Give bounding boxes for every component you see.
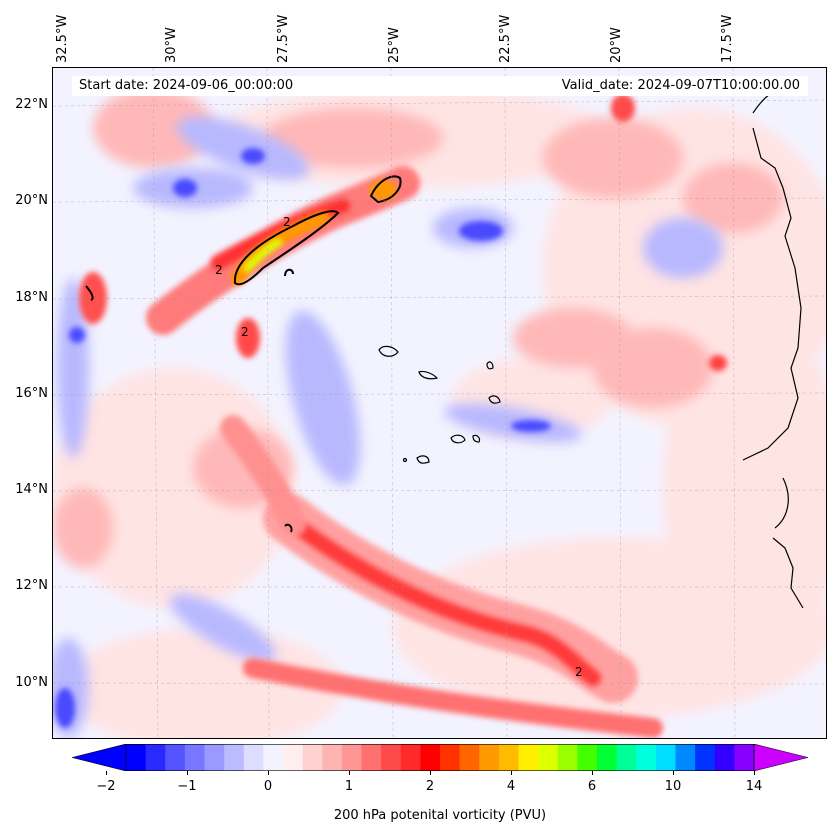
cb-tickmark [673,771,674,775]
colorbar-segment [440,744,461,771]
cb-tick-label: 4 [506,779,516,794]
colorbar-segment [165,744,186,771]
blue-regions [53,116,723,738]
start-date-text: Start date: 2024-09-06_00:00:00 [79,78,294,93]
lon-label-30w: 30°W [164,27,179,63]
cb-tickmark [754,771,755,775]
cb-tick-label: 1 [344,779,354,794]
colorbar-segment [597,744,618,771]
pv-high-core [231,180,397,285]
colorbar-segment [361,744,382,771]
colorbar-segment [479,744,500,771]
lat-label-12n: 12°N [15,578,48,593]
colorbar-segment [655,744,676,771]
colorbar-segment [577,744,598,771]
colorbar-segment [675,744,696,771]
colorbar-segment [538,744,559,771]
cb-tick-label: −2 [96,779,116,794]
colorbar-segment [636,744,657,771]
pv-field-map: 2 2 2 2 [53,68,826,738]
cb-tick-label: 0 [263,779,273,794]
cb-tick-label: 14 [745,779,763,794]
lon-label-25w: 25°W [387,27,402,63]
contour-label-3: 2 [241,325,249,339]
colorbar-segment [616,744,637,771]
colorbar-segment [263,744,284,771]
colorbar-segment [302,744,323,771]
colorbar-segment [283,744,304,771]
colorbar-frame [125,744,755,771]
deep-blue-spots [55,148,551,728]
map-panel: 2 2 2 2 [52,67,827,739]
lat-label-18n: 18°N [15,290,48,305]
lon-label-32-5w: 32.5°W [55,14,70,63]
colorbar-segment [518,744,539,771]
colorbar-extend-high [753,744,808,771]
lon-label-20w: 20°W [609,27,624,63]
colorbar-segment [381,744,402,771]
valid-date-text: Valid_date: 2024-09-07T10:00:00.00 [561,78,800,93]
lat-label-20n: 20°N [15,193,48,208]
colorbar-segment [184,744,205,771]
cb-tickmark [592,771,593,775]
lon-label-27-5w: 27.5°W [276,14,291,63]
pv-2-contours [85,175,402,533]
colorbar-segment [498,744,519,771]
colorbar-segment [734,744,755,771]
colorbar-label: 200 hPa potenital vorticity (PVU) [333,808,547,823]
cb-tickmark [511,771,512,775]
colorbar-segment [695,744,716,771]
colorbar-segment [557,744,578,771]
lat-label-14n: 14°N [15,482,48,497]
contour-label-2: 2 [215,263,223,277]
colorbar-segment [459,744,480,771]
colorbar-segment [243,744,264,771]
cb-tick-label: 10 [664,779,682,794]
colorbar-segment [145,744,166,771]
colorbar [72,744,808,771]
colorbar-segment [204,744,225,771]
pv-streamer-red [79,94,727,738]
date-info-box: Start date: 2024-09-06_00:00:00 Valid_da… [72,76,808,96]
lat-label-16n: 16°N [15,386,48,401]
graticule [53,68,826,738]
cb-tickmark [349,771,350,775]
colorbar-segment [126,744,147,771]
cb-tick-label: 6 [587,779,597,794]
colorbar-extend-low [72,744,127,771]
contour-label-4: 2 [575,665,583,679]
colorbar-segment [322,744,343,771]
lat-label-22n: 22°N [15,97,48,112]
cb-tickmark [430,771,431,775]
cb-tickmark [106,771,107,775]
lon-label-17-5w: 17.5°W [720,14,735,63]
colorbar-segment [400,744,421,771]
cb-tick-label: −1 [177,779,197,794]
lat-label-10n: 10°N [15,675,48,690]
colorbar-segment [420,744,441,771]
colorbar-segment [224,744,245,771]
contour-label-1: 2 [283,215,291,229]
cb-tickmark [268,771,269,775]
cb-tick-label: 2 [425,779,435,794]
lon-label-22-5w: 22.5°W [498,14,513,63]
colorbar-segment [341,744,362,771]
cb-tickmark [187,771,188,775]
colorbar-segment [714,744,735,771]
